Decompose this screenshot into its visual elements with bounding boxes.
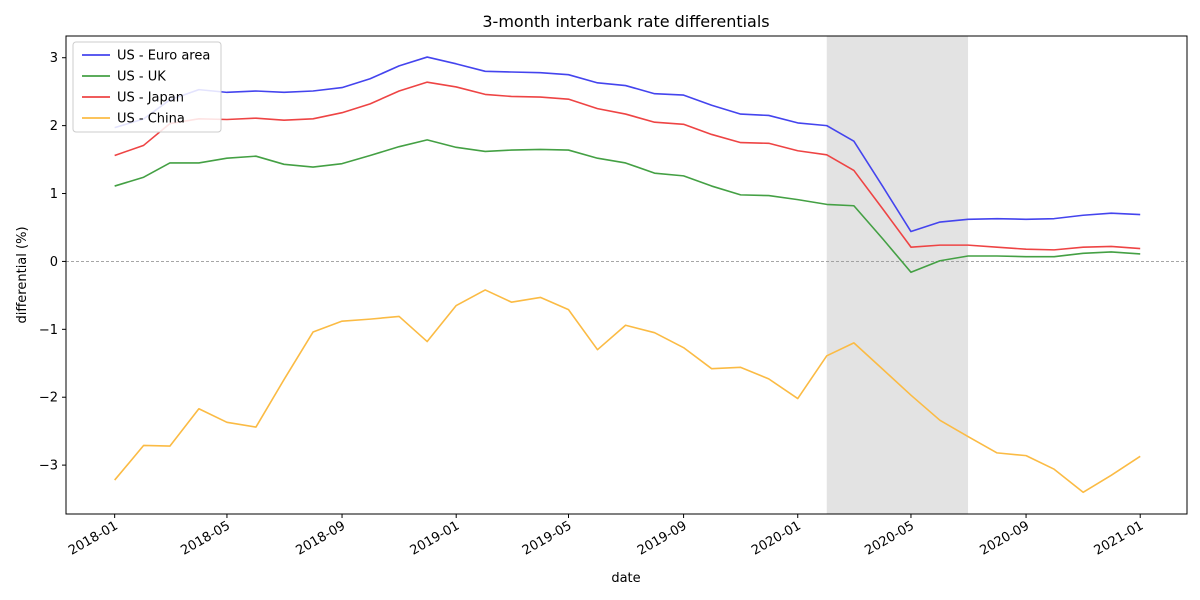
y-axis-title: differential (%) [15, 226, 30, 323]
y-tick-label: 0 [50, 255, 58, 270]
y-tick-label: −3 [39, 459, 58, 474]
y-tick-label: −2 [39, 391, 58, 406]
series-line-2 [114, 139, 1141, 274]
series-line-3 [114, 81, 1141, 251]
legend-entry: US - China [117, 112, 185, 127]
y-tick-label: 1 [50, 187, 58, 202]
y-tick-label: −1 [39, 323, 58, 338]
legend-entry: US - Euro area [117, 49, 210, 64]
legend: US - Euro area US - UK US - Japan US - Chin… [72, 41, 222, 133]
axes-frame [65, 35, 1188, 515]
legend-entry: US - Japan [117, 91, 184, 106]
legend-entry: US - UK [117, 70, 166, 85]
legend-box [72, 41, 222, 133]
y-tick-label: 3 [50, 51, 58, 66]
shaded-span [826, 36, 969, 514]
series-line-4 [114, 289, 1141, 494]
y-tick-label: 2 [50, 119, 58, 134]
chart-title: 3-month interbank rate differentials [482, 12, 769, 31]
x-axis-title: date [611, 571, 640, 586]
series-line-1 [114, 56, 1141, 233]
